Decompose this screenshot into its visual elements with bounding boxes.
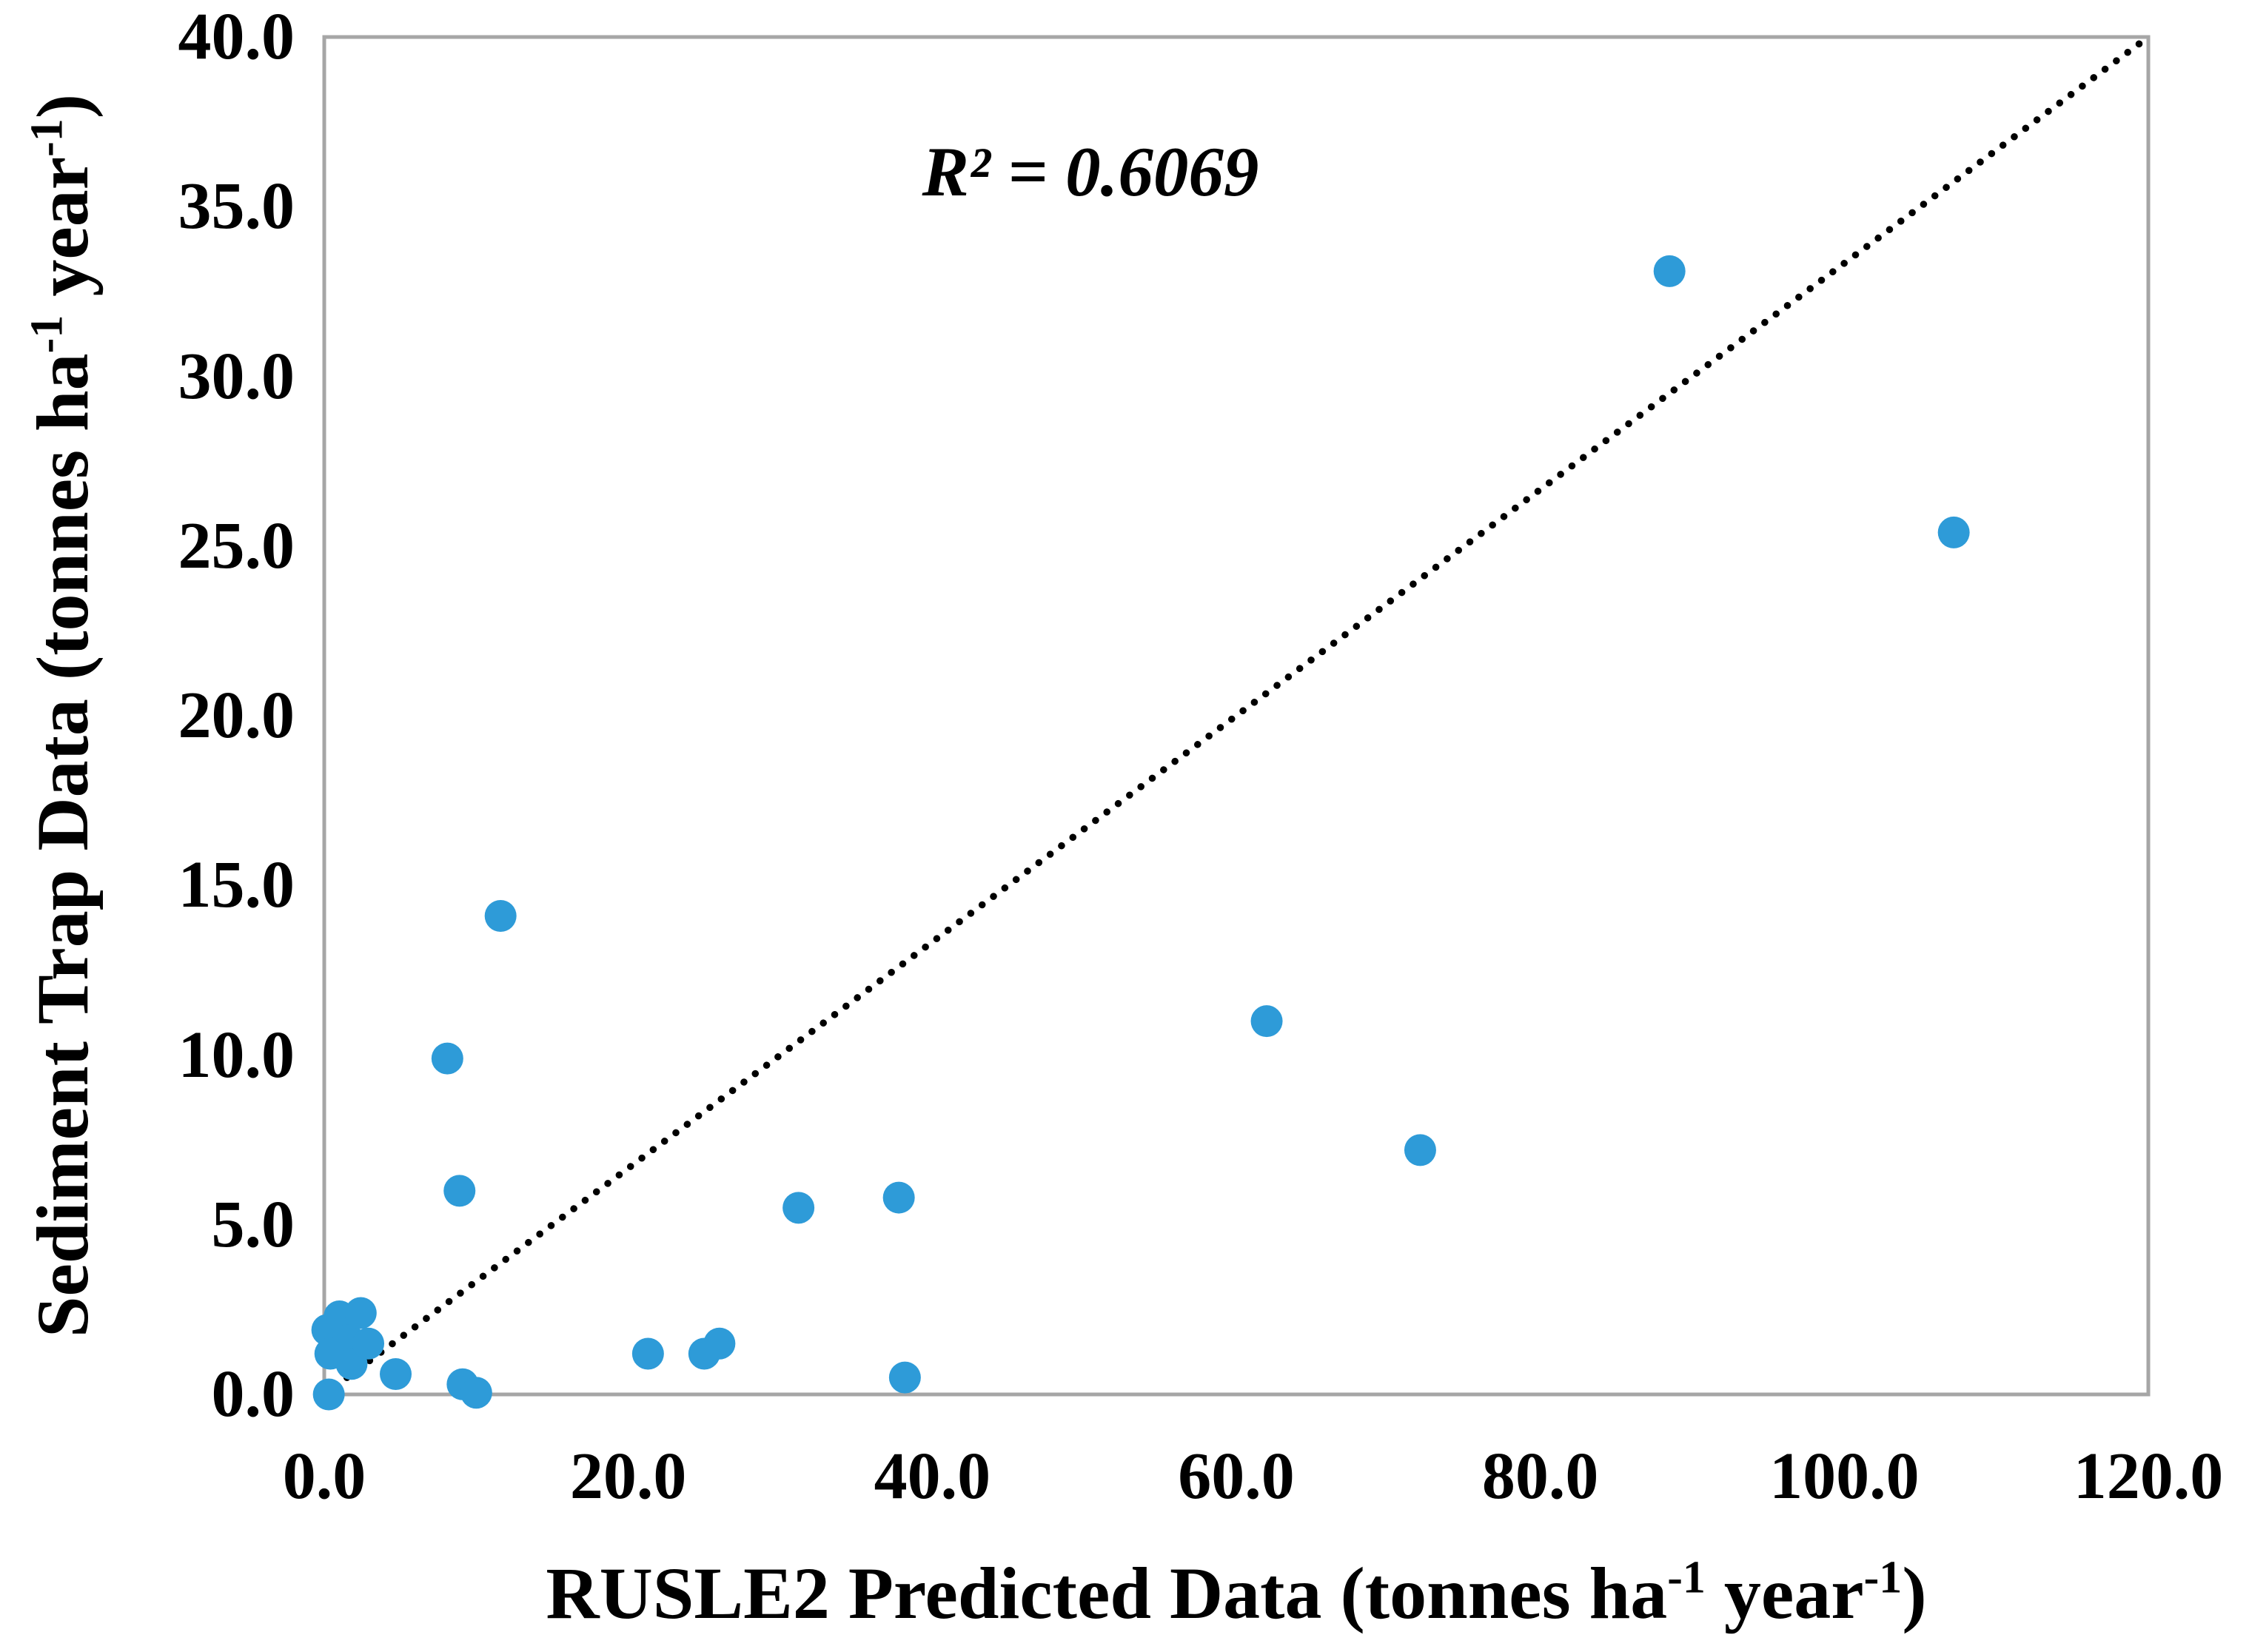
- scatter-point: [380, 1357, 412, 1390]
- scatter-point: [484, 900, 517, 933]
- x-tick-label: 20.0: [569, 1440, 687, 1513]
- scatter-point: [888, 1361, 921, 1394]
- x-tick-label: 100.0: [1769, 1440, 1920, 1513]
- y-tick-label: 25.0: [178, 508, 295, 582]
- y-tick-label: 40.0: [178, 0, 295, 73]
- x-tick-label: 40.0: [874, 1440, 991, 1513]
- r-squared-annotation: R² = 0.6069: [922, 132, 1259, 211]
- y-tick-label: 30.0: [178, 339, 295, 413]
- x-tick-label: 60.0: [1178, 1440, 1295, 1513]
- y-tick-label: 20.0: [178, 679, 295, 752]
- scatter-point: [631, 1337, 664, 1370]
- identity-line: [321, 33, 2152, 1398]
- y-tick-label: 15.0: [178, 848, 295, 922]
- y-tick-label: 10.0: [178, 1018, 295, 1092]
- y-tick-label: 35.0: [178, 169, 295, 244]
- scatter-points: [311, 255, 1970, 1411]
- y-tick-label: 5.0: [211, 1187, 295, 1261]
- scatter-point: [312, 1378, 345, 1411]
- scatter-point: [782, 1192, 815, 1224]
- scatter-point: [431, 1042, 463, 1075]
- x-tick-label: 120.0: [2073, 1440, 2224, 1513]
- plot-border: [322, 35, 2151, 1397]
- y-axis-title: Sediment Trap Data (tonnes ha-1 year-1): [21, 93, 104, 1338]
- x-tick-label: 0.0: [282, 1440, 366, 1513]
- scatter-point: [882, 1181, 915, 1214]
- scatter-point: [443, 1175, 476, 1207]
- scatter-point: [352, 1327, 385, 1360]
- scatter-point: [1937, 516, 1970, 548]
- scatter-point: [703, 1327, 736, 1360]
- scatter-point: [1404, 1134, 1436, 1166]
- scatter-point: [460, 1377, 492, 1409]
- x-axis-title: RUSLE2 Predicted Data (tonnes ha-1 year-…: [546, 1552, 1927, 1634]
- scatter-point: [1653, 255, 1686, 287]
- y-tick-label: 0.0: [211, 1357, 295, 1431]
- x-tick-label: 80.0: [1481, 1440, 1599, 1513]
- scatter-point: [1250, 1005, 1283, 1038]
- scatter-point: [344, 1297, 377, 1329]
